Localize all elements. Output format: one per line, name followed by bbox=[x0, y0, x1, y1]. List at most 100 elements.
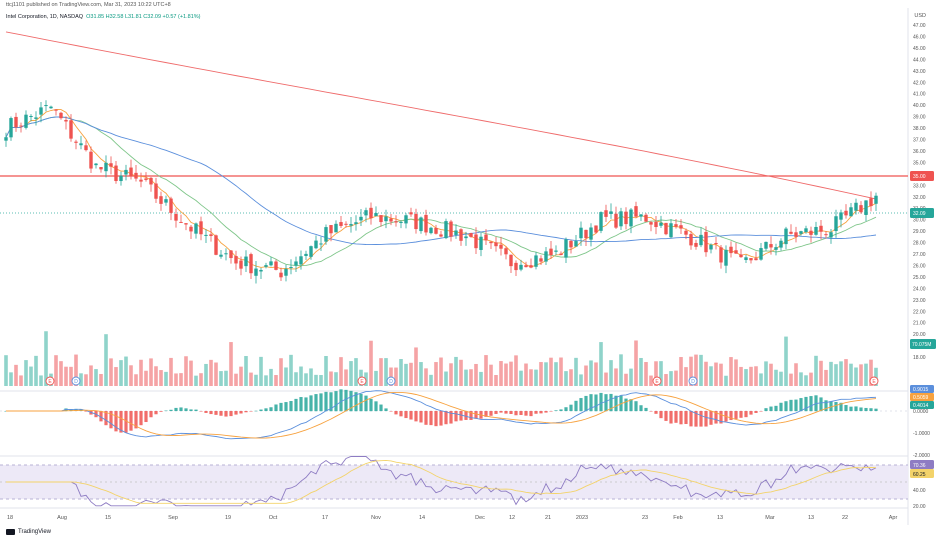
volume-bar bbox=[679, 357, 683, 386]
volume-bar bbox=[769, 363, 773, 386]
macd-histogram-bar bbox=[819, 397, 823, 412]
candle-body bbox=[389, 218, 393, 222]
candle-body bbox=[299, 256, 303, 265]
event-marker[interactable] bbox=[869, 376, 879, 386]
volume-bar bbox=[84, 374, 88, 386]
volume-bar bbox=[114, 367, 118, 386]
volume-bar bbox=[799, 372, 803, 386]
event-marker[interactable] bbox=[71, 376, 81, 386]
macd-histogram-bar bbox=[199, 411, 203, 412]
candle-body bbox=[104, 162, 108, 172]
volume-bar bbox=[319, 375, 323, 386]
candle-body bbox=[464, 236, 468, 239]
volume-bar bbox=[604, 372, 608, 386]
macd-histogram-bar bbox=[679, 411, 683, 425]
macd-histogram-bar bbox=[109, 411, 113, 429]
macd-histogram-bar bbox=[504, 411, 508, 414]
price-tick-label: 32.00 bbox=[913, 195, 926, 201]
volume-bar bbox=[269, 368, 273, 386]
candle-body bbox=[609, 211, 613, 214]
volume-bar bbox=[804, 375, 808, 386]
price-tick-label: 36.00 bbox=[913, 149, 926, 155]
macd-histogram-bar bbox=[139, 411, 143, 426]
volume-bar bbox=[74, 354, 78, 386]
macd-histogram-bar bbox=[499, 411, 503, 413]
candle-body bbox=[344, 223, 348, 225]
candle-body bbox=[424, 214, 428, 233]
volume-bar bbox=[824, 369, 828, 386]
volume-bar bbox=[129, 365, 133, 386]
macd-histogram-bar bbox=[624, 398, 628, 412]
candle-body bbox=[4, 137, 8, 141]
price-tick-label: 45.00 bbox=[913, 46, 926, 52]
macd-histogram-bar bbox=[284, 402, 288, 412]
macd-histogram-bar bbox=[779, 402, 783, 412]
candle-body bbox=[24, 114, 28, 128]
volume-bar bbox=[569, 369, 573, 386]
macd-histogram-bar bbox=[559, 409, 563, 412]
time-axis-label: Mar bbox=[765, 515, 775, 521]
volume-bar bbox=[504, 363, 508, 386]
price-tick-label: 35.00 bbox=[913, 160, 926, 166]
volume-bar bbox=[624, 373, 628, 386]
volume-bar bbox=[219, 371, 223, 386]
candle-body bbox=[79, 143, 83, 146]
candle-body bbox=[174, 213, 178, 221]
macd-histogram-bar bbox=[239, 411, 243, 414]
price-tick-label: 23.00 bbox=[913, 298, 926, 304]
event-marker[interactable] bbox=[386, 376, 396, 386]
price-tick-label: 43.00 bbox=[913, 69, 926, 75]
volume-bar bbox=[254, 374, 258, 386]
volume-badge: 70.075M bbox=[910, 339, 936, 349]
candle-body bbox=[489, 241, 493, 244]
macd-histogram-bar bbox=[529, 411, 533, 417]
volume-bar bbox=[369, 340, 373, 386]
macd-indicator bbox=[4, 389, 878, 440]
volume-bar bbox=[579, 374, 583, 386]
volume-bar bbox=[864, 363, 868, 386]
macd-histogram-bar bbox=[264, 408, 268, 412]
price-tick-label: 39.00 bbox=[913, 115, 926, 121]
macd-histogram-bar bbox=[184, 408, 188, 412]
macd-badge-1-text: 0.9015 bbox=[913, 387, 929, 393]
volume-bar bbox=[134, 374, 138, 386]
event-marker[interactable] bbox=[45, 376, 55, 386]
volume-bar bbox=[79, 373, 83, 386]
price-tick-label: 38.00 bbox=[913, 126, 926, 132]
candlesticks[interactable] bbox=[4, 100, 878, 284]
candle-body bbox=[209, 234, 213, 237]
candle-body bbox=[684, 230, 688, 235]
event-marker[interactable] bbox=[688, 376, 698, 386]
volume-bar bbox=[839, 361, 843, 386]
candle-body bbox=[354, 222, 358, 225]
macd-histogram-bar bbox=[169, 409, 173, 412]
event-marker[interactable] bbox=[357, 376, 367, 386]
candle-body bbox=[519, 264, 523, 270]
candle-body bbox=[109, 163, 113, 167]
volume-bar bbox=[334, 372, 338, 386]
macd-histogram-bar bbox=[269, 407, 273, 412]
volume-bar bbox=[279, 358, 283, 386]
volume-bar bbox=[54, 355, 58, 386]
candle-body bbox=[429, 227, 433, 234]
rsi-tick-label: 20.00 bbox=[913, 504, 926, 510]
macd-histogram-bar bbox=[399, 411, 403, 417]
candle-body bbox=[479, 236, 483, 250]
volume-bar bbox=[229, 342, 233, 386]
volume-bar bbox=[19, 375, 23, 386]
candle-body bbox=[199, 221, 203, 235]
candle-body bbox=[444, 221, 448, 239]
volume-bar bbox=[274, 375, 278, 386]
candle-body bbox=[49, 106, 53, 109]
macd-histogram-bar bbox=[534, 411, 538, 414]
macd-histogram-bar bbox=[684, 411, 688, 425]
event-marker[interactable] bbox=[652, 376, 662, 386]
tradingview-logo[interactable]: TradingView bbox=[6, 529, 51, 535]
volume-bar bbox=[174, 373, 178, 386]
volume-bar bbox=[549, 357, 553, 386]
rsi-badge-1-text: 70.36 bbox=[913, 463, 926, 469]
macd-histogram-bar bbox=[569, 404, 573, 412]
macd-histogram-bar bbox=[674, 411, 678, 423]
